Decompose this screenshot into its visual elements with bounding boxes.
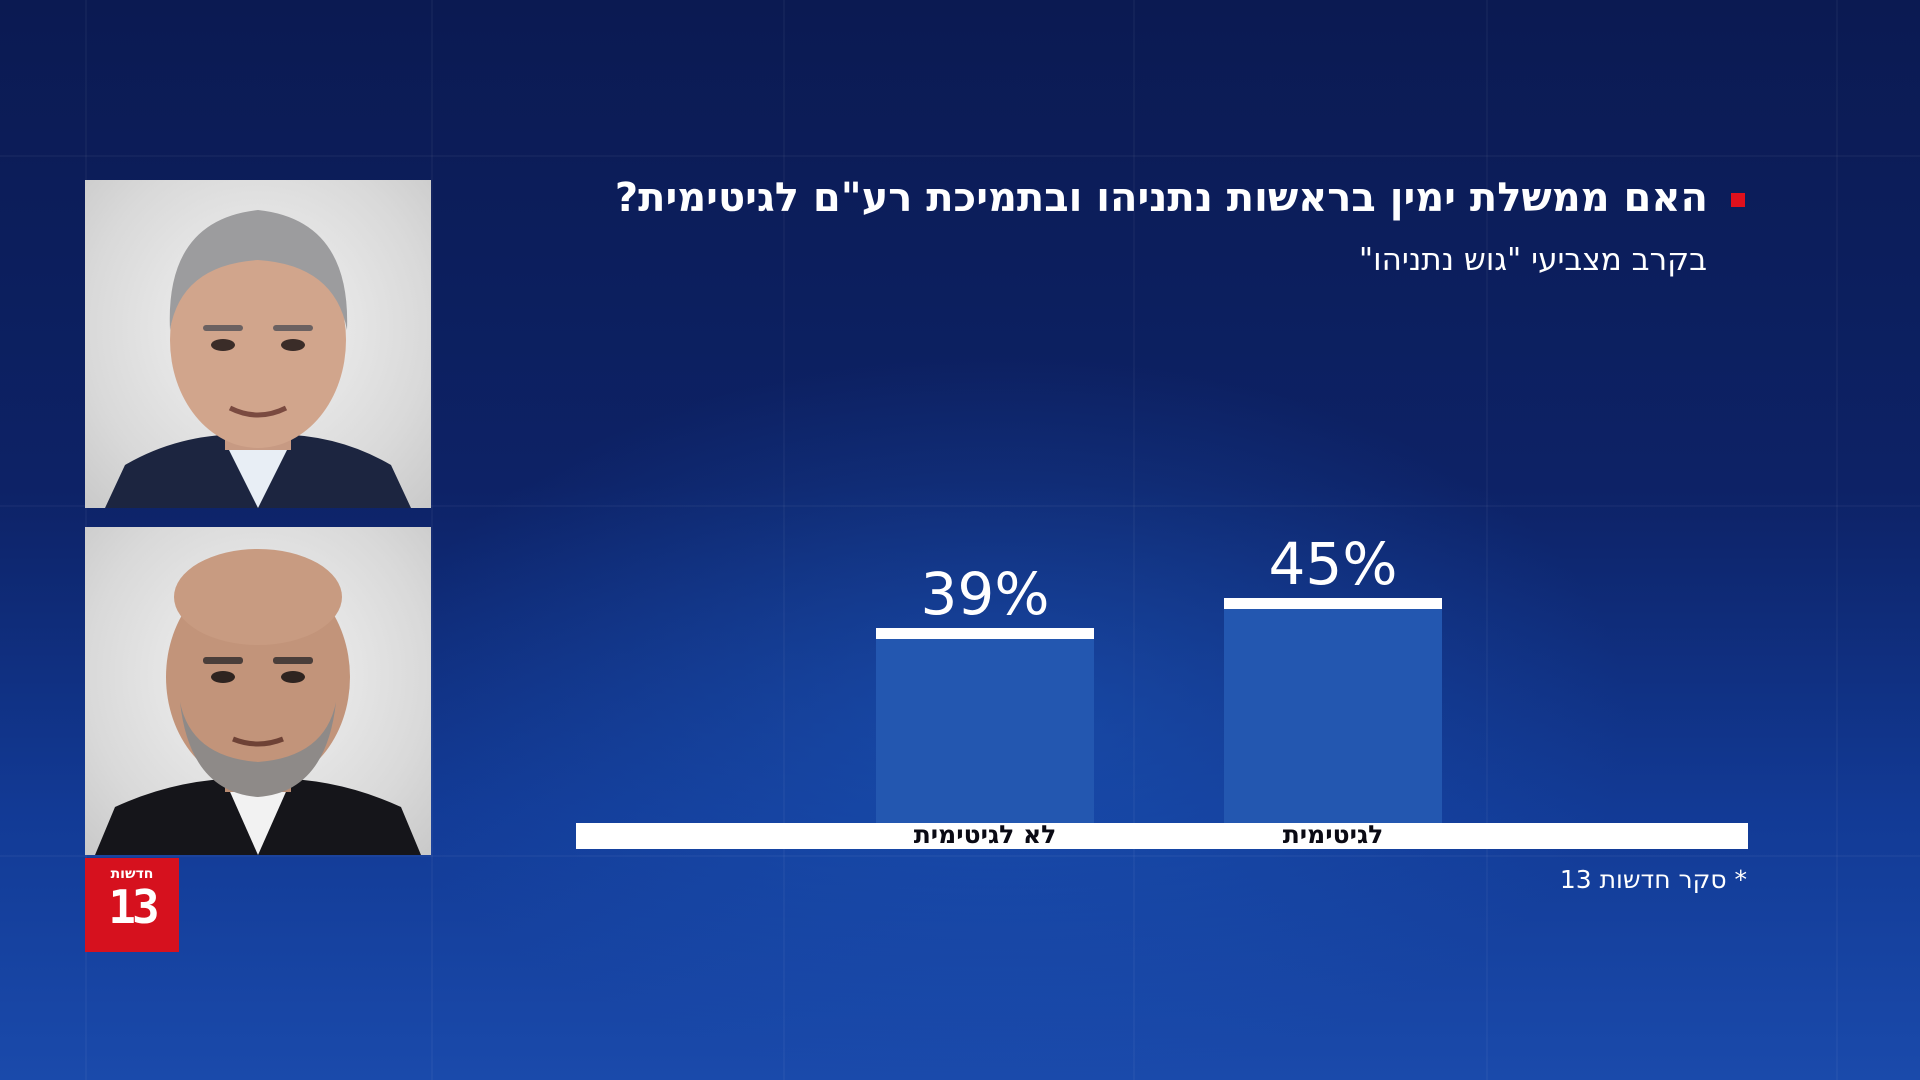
title-bullet bbox=[1731, 193, 1745, 207]
bar-value-label-0: 39% bbox=[921, 560, 1050, 628]
bar-0 bbox=[876, 628, 1094, 823]
bar-cap-1 bbox=[1224, 598, 1442, 609]
chart-subtitle: בקרב מצביעי "גוש נתניהו" bbox=[1358, 242, 1707, 278]
logo-word: חדשות bbox=[110, 866, 154, 882]
source-note: * סקר חדשות 13 bbox=[1559, 865, 1747, 894]
portrait-photo-bottom bbox=[85, 527, 431, 855]
bar-1 bbox=[1224, 598, 1442, 823]
chart-title: האם ממשלת ימין בראשות נתניהו ובתמיכת רע"… bbox=[614, 175, 1708, 221]
chart-baseline bbox=[576, 823, 1748, 849]
channel-logo: חדשות 13 bbox=[85, 858, 179, 952]
category-label-0: לא לגיטימית bbox=[914, 820, 1057, 849]
portrait-photo-top bbox=[85, 180, 431, 508]
bar-value-label-1: 45% bbox=[1269, 530, 1398, 598]
logo-number: 13 bbox=[108, 880, 159, 934]
bar-cap-0 bbox=[876, 628, 1094, 639]
category-label-1: לגיטימית bbox=[1283, 820, 1384, 849]
